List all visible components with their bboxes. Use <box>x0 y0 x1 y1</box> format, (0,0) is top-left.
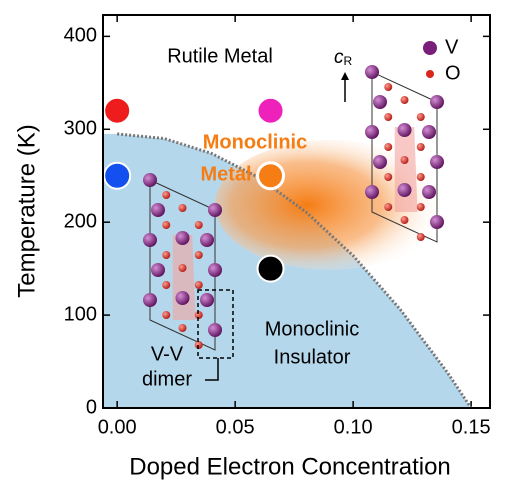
atom-key <box>423 41 437 55</box>
data-point <box>258 163 284 189</box>
o-atom <box>417 113 425 121</box>
x-tick-label: 0.05 <box>216 416 255 438</box>
x-tick-label: 0.00 <box>98 416 137 438</box>
o-atom <box>195 251 203 259</box>
o-atom <box>384 83 392 91</box>
v-atom <box>365 185 379 199</box>
data-point <box>258 98 284 124</box>
structure-axis: cR <box>334 47 353 68</box>
axis-arrow-head <box>341 72 349 80</box>
y-tick-label: 0 <box>86 396 97 418</box>
dimer-bond <box>395 127 418 212</box>
chart: Rutile Metal Monoclinic Metal Monoclinic Ins… <box>0 0 508 482</box>
o-atom <box>179 324 187 332</box>
atom-key <box>426 70 434 78</box>
o-atom <box>384 113 392 121</box>
o-atom <box>417 233 425 241</box>
x-tick-label: 0.10 <box>334 416 373 438</box>
v-atom <box>430 95 444 109</box>
o-atom <box>162 311 170 319</box>
v-atom <box>151 263 165 277</box>
x-tick-label: 0.15 <box>452 416 491 438</box>
v-atom <box>422 125 436 139</box>
v-atom <box>151 203 165 217</box>
v-atom <box>208 323 222 337</box>
atom-label: O <box>445 62 461 84</box>
o-atom <box>384 143 392 151</box>
annotation: Monoclinic <box>203 131 307 153</box>
v-atom <box>373 155 387 169</box>
o-atom <box>162 251 170 259</box>
y-axis-label: Temperature (K) <box>13 124 40 297</box>
o-atom <box>401 156 409 164</box>
v-atom <box>365 65 379 79</box>
o-atom <box>401 216 409 224</box>
v-atom <box>365 125 379 139</box>
axis-main: c <box>334 47 344 68</box>
o-atom <box>179 204 187 212</box>
o-atom <box>417 203 425 211</box>
annotation: Monoclinic <box>265 318 359 340</box>
o-atom <box>195 281 203 289</box>
annotation: V-V <box>151 343 184 365</box>
v-atom <box>143 173 157 187</box>
v-atom <box>373 95 387 109</box>
v-atom <box>143 233 157 247</box>
v-atom <box>200 233 214 247</box>
o-atom <box>384 203 392 211</box>
o-atom <box>417 173 425 181</box>
axis-sub: R <box>344 54 353 68</box>
annotation: dimer <box>142 368 192 390</box>
data-point <box>104 98 130 124</box>
o-atom <box>179 264 187 272</box>
v-atom <box>422 185 436 199</box>
annotation: Insulator <box>274 346 351 368</box>
dimer-bond <box>173 235 196 320</box>
v-atom <box>208 263 222 277</box>
o-atom <box>162 281 170 289</box>
o-atom <box>162 191 170 199</box>
v-atom <box>208 203 222 217</box>
atom-label: V <box>445 36 459 58</box>
v-atom <box>430 215 444 229</box>
o-atom <box>384 173 392 181</box>
o-atom <box>162 221 170 229</box>
o-atom <box>417 143 425 151</box>
x-axis-label: Doped Electron Concentration <box>129 453 451 480</box>
o-atom <box>401 96 409 104</box>
v-atom <box>143 293 157 307</box>
annotation: Rutile Metal <box>167 45 273 67</box>
o-atom <box>195 221 203 229</box>
y-tick-label: 400 <box>64 25 97 47</box>
v-atom <box>200 293 214 307</box>
v-atom <box>398 123 412 137</box>
y-tick-label: 300 <box>64 118 97 140</box>
annotation: Metal <box>200 163 251 185</box>
data-point <box>258 256 284 282</box>
data-point <box>104 163 130 189</box>
y-tick-label: 200 <box>64 210 97 232</box>
y-tick-label: 100 <box>64 303 97 325</box>
v-atom <box>176 231 190 245</box>
v-atom <box>430 155 444 169</box>
v-atom <box>176 291 190 305</box>
v-atom <box>398 183 412 197</box>
